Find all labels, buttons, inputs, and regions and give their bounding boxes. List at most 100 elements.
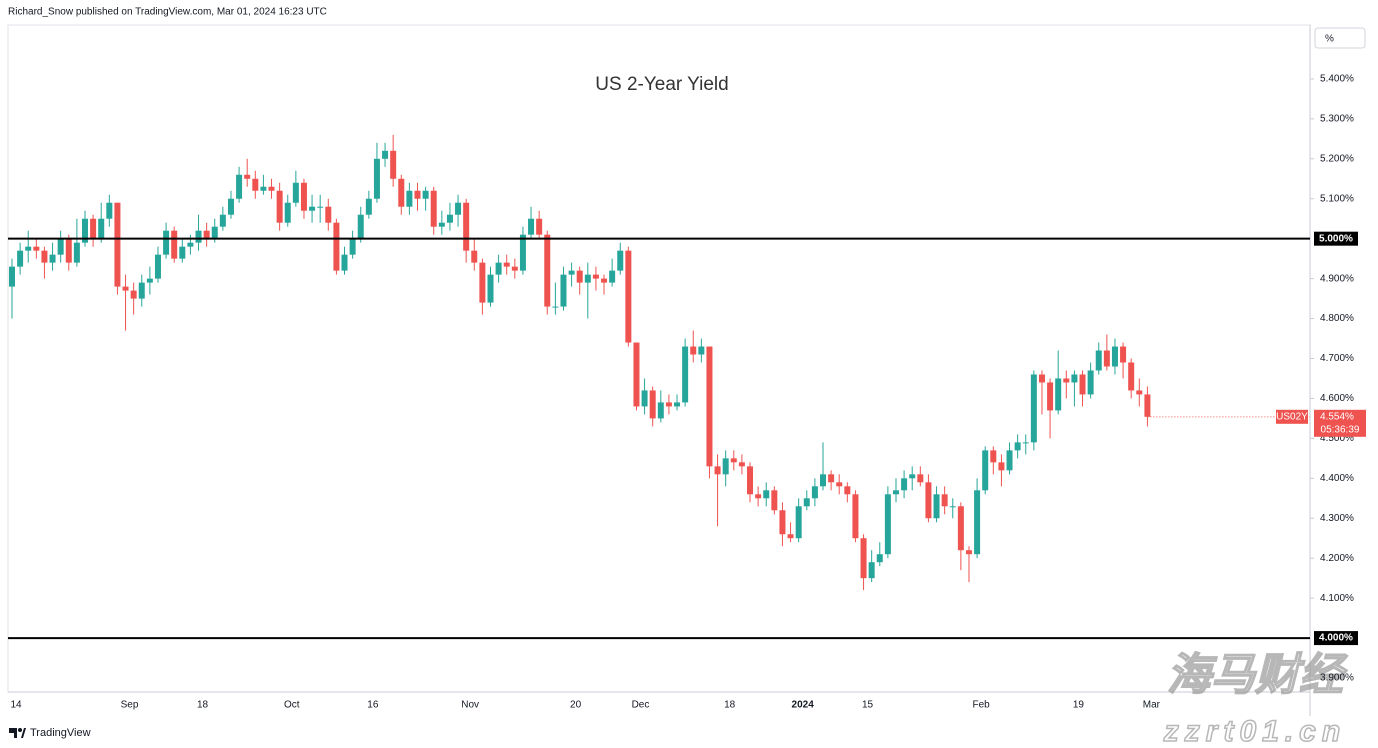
tv-logo: [9, 728, 26, 738]
candle-body: [714, 466, 721, 475]
candle-body: [179, 246, 186, 259]
x-tick-label: 18: [197, 700, 209, 711]
candle-body: [382, 150, 389, 159]
candle-body: [284, 202, 291, 223]
candle-body: [171, 230, 178, 259]
candle-body: [706, 346, 713, 467]
candle-body: [398, 178, 405, 207]
candle-body: [876, 554, 883, 563]
candle-body: [820, 474, 826, 487]
symbol-label-bg: [1276, 409, 1308, 424]
watermark: zzrt01.cn: [1163, 715, 1346, 748]
candle-body: [949, 506, 956, 508]
candle-body: [941, 494, 948, 507]
y-tick-label: 4.100%: [1320, 593, 1354, 604]
price-label-bg: [1314, 409, 1366, 437]
candle-body: [552, 306, 559, 308]
candle-body: [860, 538, 867, 579]
candle-body: [41, 250, 48, 263]
candle-body: [1103, 350, 1110, 367]
candle-body: [957, 506, 964, 551]
candle-body: [536, 218, 543, 235]
candle-body: [138, 282, 145, 299]
candle-body: [317, 206, 324, 208]
candle-body: [1030, 374, 1037, 443]
y-tick-label: 5.100%: [1320, 193, 1354, 204]
candle-body: [690, 346, 697, 355]
candle-body: [154, 254, 161, 279]
candle-body: [495, 262, 502, 275]
candle-body: [665, 402, 672, 407]
candle-body: [974, 490, 981, 555]
candle-body: [1095, 350, 1102, 371]
candle-body: [1022, 442, 1029, 444]
candle-body: [390, 150, 397, 179]
candle-body: [625, 250, 632, 343]
candle-body: [828, 474, 835, 483]
candle-body: [1038, 374, 1045, 383]
candle-body: [1047, 382, 1054, 411]
candle-body: [633, 342, 640, 407]
candle-body: [341, 254, 348, 271]
candle-body: [601, 278, 608, 283]
candle-body: [57, 238, 64, 255]
price-label: 4.554%: [1320, 411, 1354, 422]
candle-body: [219, 214, 226, 227]
candle-body: [811, 486, 818, 499]
candle-body: [49, 254, 56, 263]
candle-body: [568, 270, 575, 275]
candle-body: [325, 206, 332, 223]
candle-body: [430, 190, 437, 227]
candle-body: [1111, 346, 1118, 367]
candle-body: [795, 506, 802, 539]
chart-title: US 2-Year Yield: [595, 74, 728, 95]
candle-body: [81, 218, 88, 243]
candle-body: [300, 182, 307, 211]
candle-body: [844, 486, 851, 495]
candle-body: [365, 198, 372, 215]
candle-body: [349, 238, 356, 255]
candle-body: [609, 270, 616, 283]
candle-body: [1136, 390, 1143, 395]
candle-body: [868, 562, 875, 579]
candle-body: [252, 178, 259, 191]
hline-label-bg: [1314, 231, 1358, 246]
candle-body: [106, 202, 113, 219]
x-tick-label: 16: [367, 700, 379, 711]
candle-body: [1055, 378, 1062, 411]
candle-body: [438, 222, 445, 227]
unit-label: %: [1325, 34, 1334, 45]
hline-label-bg: [1314, 631, 1358, 646]
y-tick-label: 5.400%: [1320, 74, 1354, 85]
candle-body: [698, 346, 705, 355]
x-tick-label: Feb: [972, 700, 990, 711]
watermark: 海马财经: [1167, 651, 1348, 700]
y-tick-label: 4.700%: [1320, 353, 1354, 364]
candle-body: [1144, 394, 1151, 417]
candle-body: [544, 234, 551, 307]
candle-body: [90, 218, 97, 239]
candle-body: [787, 534, 794, 539]
candle-body: [884, 494, 891, 555]
hline-label: 4.000%: [1319, 633, 1353, 644]
candle-body: [33, 246, 40, 251]
unit-box[interactable]: [1314, 27, 1366, 49]
candle-body: [479, 262, 486, 303]
candle-body: [933, 494, 940, 519]
y-tick-label: 4.900%: [1320, 273, 1354, 284]
candle-body: [763, 490, 770, 499]
candle-body: [1006, 450, 1013, 471]
candle-body: [1014, 442, 1021, 451]
candle-body: [73, 242, 80, 263]
candle-body: [1071, 374, 1078, 383]
candle-body: [892, 490, 899, 495]
hline-label: 5.000%: [1319, 233, 1353, 244]
candle-body: [236, 174, 243, 199]
y-tick-label: 4.400%: [1320, 473, 1354, 484]
candle-body: [276, 190, 283, 223]
candle-body: [268, 186, 275, 191]
candle-body: [998, 462, 1005, 471]
candle-body: [965, 550, 972, 555]
candle-body: [657, 402, 664, 419]
